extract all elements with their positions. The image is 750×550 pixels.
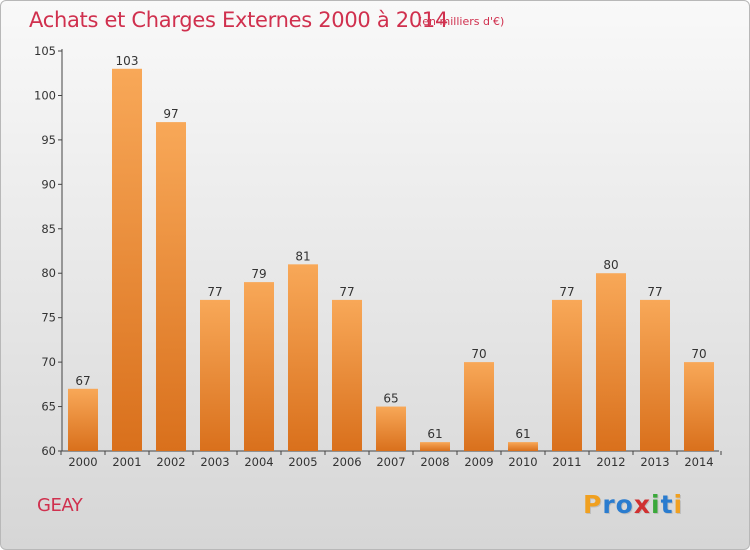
bar[interactable] — [156, 122, 186, 451]
value-label: 77 — [559, 285, 574, 299]
value-label: 81 — [295, 249, 310, 263]
y-tick-label: 105 — [34, 44, 56, 58]
value-label: 97 — [163, 107, 178, 121]
logo-letter: t — [660, 490, 674, 519]
y-tick-label: 65 — [41, 400, 56, 414]
y-tick-label: 100 — [34, 88, 56, 102]
x-tick-label: 2011 — [552, 455, 581, 469]
value-label: 65 — [383, 392, 398, 406]
bar[interactable] — [112, 68, 142, 452]
bar[interactable] — [552, 299, 582, 451]
proxiti-logo[interactable]: Proxiti — [583, 490, 683, 519]
value-label: 67 — [75, 374, 90, 388]
value-label: 103 — [116, 54, 139, 68]
x-tick-label: 2009 — [464, 455, 493, 469]
x-tick-label: 2006 — [332, 455, 361, 469]
value-label: 80 — [603, 258, 618, 272]
logo-letter: o — [615, 490, 634, 519]
x-tick-label: 2005 — [288, 455, 317, 469]
x-tick-label: 2001 — [112, 455, 141, 469]
x-tick-label: 2010 — [508, 455, 537, 469]
bar[interactable] — [420, 442, 450, 451]
bar[interactable] — [508, 442, 538, 451]
value-label: 77 — [207, 285, 222, 299]
bar[interactable] — [684, 362, 714, 451]
y-tick-label: 80 — [41, 266, 56, 280]
x-tick-label: 2012 — [596, 455, 625, 469]
value-label: 77 — [339, 285, 354, 299]
x-tick-label: 2002 — [156, 455, 185, 469]
chart-title: Achats et Charges Externes 2000 à 2014 — [29, 8, 449, 32]
value-label: 61 — [427, 427, 442, 441]
y-tick-label: 85 — [41, 222, 56, 236]
y-tick-label: 70 — [41, 355, 56, 369]
logo-letter: P — [583, 490, 603, 519]
commune-name: GEAY — [37, 495, 83, 516]
bar[interactable] — [288, 264, 318, 451]
value-label: 79 — [251, 267, 266, 281]
y-tick-label: 90 — [41, 177, 56, 191]
value-label: 70 — [691, 347, 706, 361]
y-tick-label: 60 — [41, 444, 56, 458]
x-tick-label: 2007 — [376, 455, 405, 469]
x-tick-label: 2014 — [684, 455, 713, 469]
value-label: 77 — [647, 285, 662, 299]
y-tick-label: 75 — [41, 311, 56, 325]
value-label: 70 — [471, 347, 486, 361]
chart-subtitle: (en milliers d'€) — [418, 15, 505, 28]
bar[interactable] — [200, 299, 230, 451]
bar[interactable] — [376, 406, 406, 451]
logo-letter: r — [602, 490, 616, 519]
logo-letter: i — [651, 490, 661, 519]
bar[interactable] — [244, 282, 274, 451]
bar[interactable] — [596, 273, 626, 451]
x-tick-label: 2000 — [68, 455, 97, 469]
logo-letter: i — [673, 490, 684, 519]
x-tick-label: 2008 — [420, 455, 449, 469]
bar[interactable] — [68, 388, 98, 451]
logo-letter: x — [633, 490, 651, 519]
x-tick-label: 2013 — [640, 455, 669, 469]
value-label: 61 — [515, 427, 530, 441]
y-tick-label: 95 — [41, 133, 56, 147]
x-tick-label: 2004 — [244, 455, 273, 469]
bar[interactable] — [464, 362, 494, 451]
x-tick-label: 2003 — [200, 455, 229, 469]
bar[interactable] — [640, 299, 670, 451]
bar[interactable] — [332, 299, 362, 451]
